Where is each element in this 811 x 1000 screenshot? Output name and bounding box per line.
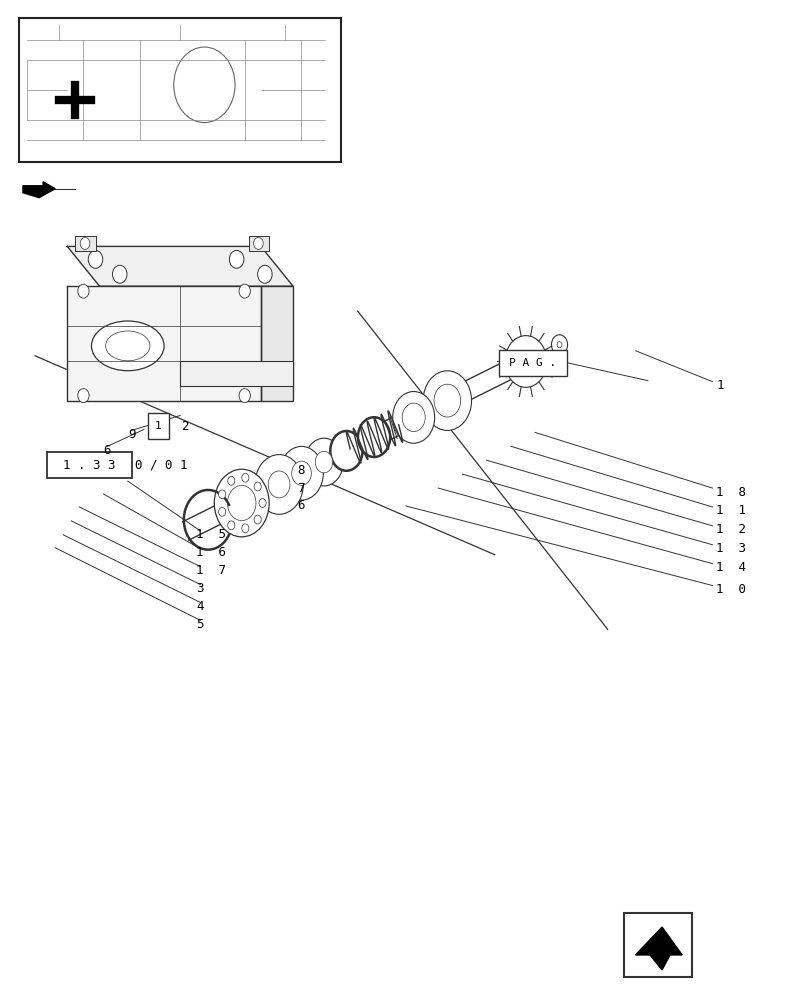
Bar <box>623 913 692 977</box>
Circle shape <box>174 47 234 123</box>
Ellipse shape <box>105 331 150 361</box>
Circle shape <box>304 438 343 486</box>
Text: 1  8: 1 8 <box>715 486 745 499</box>
Text: 1: 1 <box>155 421 161 431</box>
Circle shape <box>253 237 263 249</box>
Text: 1  6: 1 6 <box>196 546 226 559</box>
Circle shape <box>315 451 333 473</box>
Circle shape <box>358 417 390 457</box>
Circle shape <box>393 392 434 443</box>
Circle shape <box>214 469 268 537</box>
Circle shape <box>78 389 89 403</box>
Polygon shape <box>67 286 260 401</box>
Circle shape <box>401 403 425 432</box>
Text: 2: 2 <box>181 420 188 433</box>
Circle shape <box>218 490 225 499</box>
Bar <box>19 18 341 162</box>
Circle shape <box>257 265 272 283</box>
Circle shape <box>556 342 561 348</box>
Circle shape <box>238 389 250 403</box>
Ellipse shape <box>92 321 164 371</box>
Circle shape <box>255 455 303 514</box>
Text: 4: 4 <box>196 600 204 613</box>
Circle shape <box>227 476 234 485</box>
Polygon shape <box>635 927 681 970</box>
Circle shape <box>254 482 261 491</box>
Circle shape <box>88 250 103 268</box>
Circle shape <box>112 265 127 283</box>
Bar <box>498 350 567 376</box>
Circle shape <box>242 473 249 482</box>
Circle shape <box>551 335 567 355</box>
Circle shape <box>218 507 225 516</box>
Circle shape <box>254 515 261 524</box>
Text: 1  4: 1 4 <box>715 561 745 574</box>
Text: 9: 9 <box>127 428 135 441</box>
Circle shape <box>227 485 255 521</box>
Polygon shape <box>180 361 293 386</box>
Bar <box>148 413 169 439</box>
Text: 3: 3 <box>196 582 204 595</box>
Circle shape <box>268 471 290 498</box>
Text: 1  3: 1 3 <box>715 542 745 555</box>
Text: 5: 5 <box>196 618 204 631</box>
Circle shape <box>280 446 323 500</box>
Text: 6: 6 <box>104 444 111 457</box>
Circle shape <box>229 250 243 268</box>
Text: P A G .: P A G . <box>508 358 556 368</box>
Text: 1  1: 1 1 <box>715 504 745 517</box>
Text: 6: 6 <box>297 499 304 512</box>
Polygon shape <box>67 246 293 286</box>
Polygon shape <box>75 236 96 251</box>
Text: 1: 1 <box>715 379 723 392</box>
Circle shape <box>330 431 362 471</box>
Circle shape <box>504 336 546 387</box>
Text: 1 . 3 3: 1 . 3 3 <box>63 459 116 472</box>
Text: 1  0: 1 0 <box>715 583 745 596</box>
Polygon shape <box>260 286 293 401</box>
Circle shape <box>227 521 234 530</box>
Circle shape <box>291 461 311 485</box>
Circle shape <box>78 284 89 298</box>
Circle shape <box>80 237 90 249</box>
Circle shape <box>242 524 249 533</box>
Text: 1  5: 1 5 <box>196 528 226 541</box>
Bar <box>47 452 131 478</box>
Text: 1  2: 1 2 <box>715 523 745 536</box>
Polygon shape <box>23 182 55 198</box>
Text: 1  7: 1 7 <box>196 564 226 577</box>
Circle shape <box>259 499 266 507</box>
Text: 8: 8 <box>297 464 304 477</box>
Circle shape <box>238 284 250 298</box>
Circle shape <box>434 384 460 417</box>
Text: 7: 7 <box>297 482 304 495</box>
Circle shape <box>423 371 471 430</box>
Text: 0 / 0 1: 0 / 0 1 <box>135 459 187 472</box>
Polygon shape <box>248 236 268 251</box>
